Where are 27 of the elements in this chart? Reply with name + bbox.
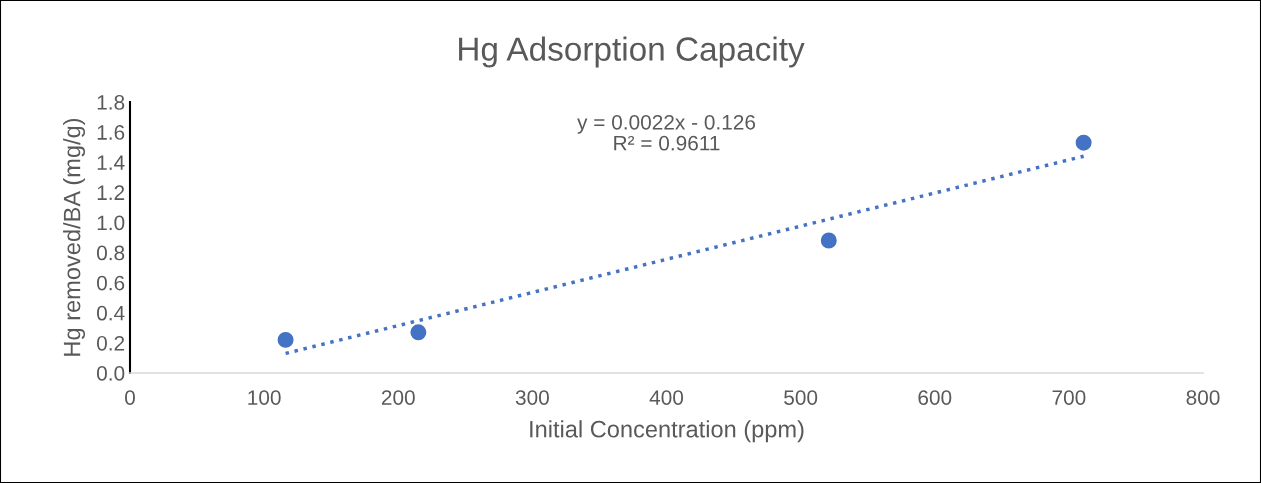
y-tick-label: 0.6 <box>96 275 125 291</box>
x-tick-label: 100 <box>248 390 281 405</box>
y-tick-label: 0.8 <box>96 245 125 261</box>
x-tick-label: 600 <box>918 390 952 405</box>
y-tick-label: 1.4 <box>97 155 125 170</box>
y-tick-label: 0.0 <box>96 366 125 381</box>
y-axis-title: Hg removed/BA (mg/g) <box>63 118 86 356</box>
x-tick-label: 300 <box>515 390 549 405</box>
point <box>1075 134 1092 151</box>
x-tick-label: 500 <box>784 390 818 405</box>
x-axis-title: Initial Concentration (ppm) <box>530 420 804 443</box>
y-tick-label: 0.4 <box>96 305 125 321</box>
y-tick-label: 1.2 <box>97 185 125 200</box>
point <box>410 324 427 341</box>
x-tick-label: 0 <box>125 390 135 405</box>
annotation: y = 0.0022x - 0.126 R² = 0.9611 <box>577 114 756 151</box>
y-tick-label: 1.0 <box>97 215 125 231</box>
x-tick-label: 200 <box>381 390 415 405</box>
point <box>820 232 837 249</box>
y-tick-label: 1.8 <box>97 95 125 110</box>
x-tick-label: 700 <box>1052 390 1086 405</box>
point <box>277 331 294 348</box>
y-tick-label: 0.2 <box>96 335 125 351</box>
y-tick-label: 1.6 <box>97 125 125 140</box>
x-tick-label: 400 <box>649 390 684 405</box>
x-tick-label: 800 <box>1186 390 1220 405</box>
chart-title: Hg Adsorption Capacity <box>459 36 805 68</box>
